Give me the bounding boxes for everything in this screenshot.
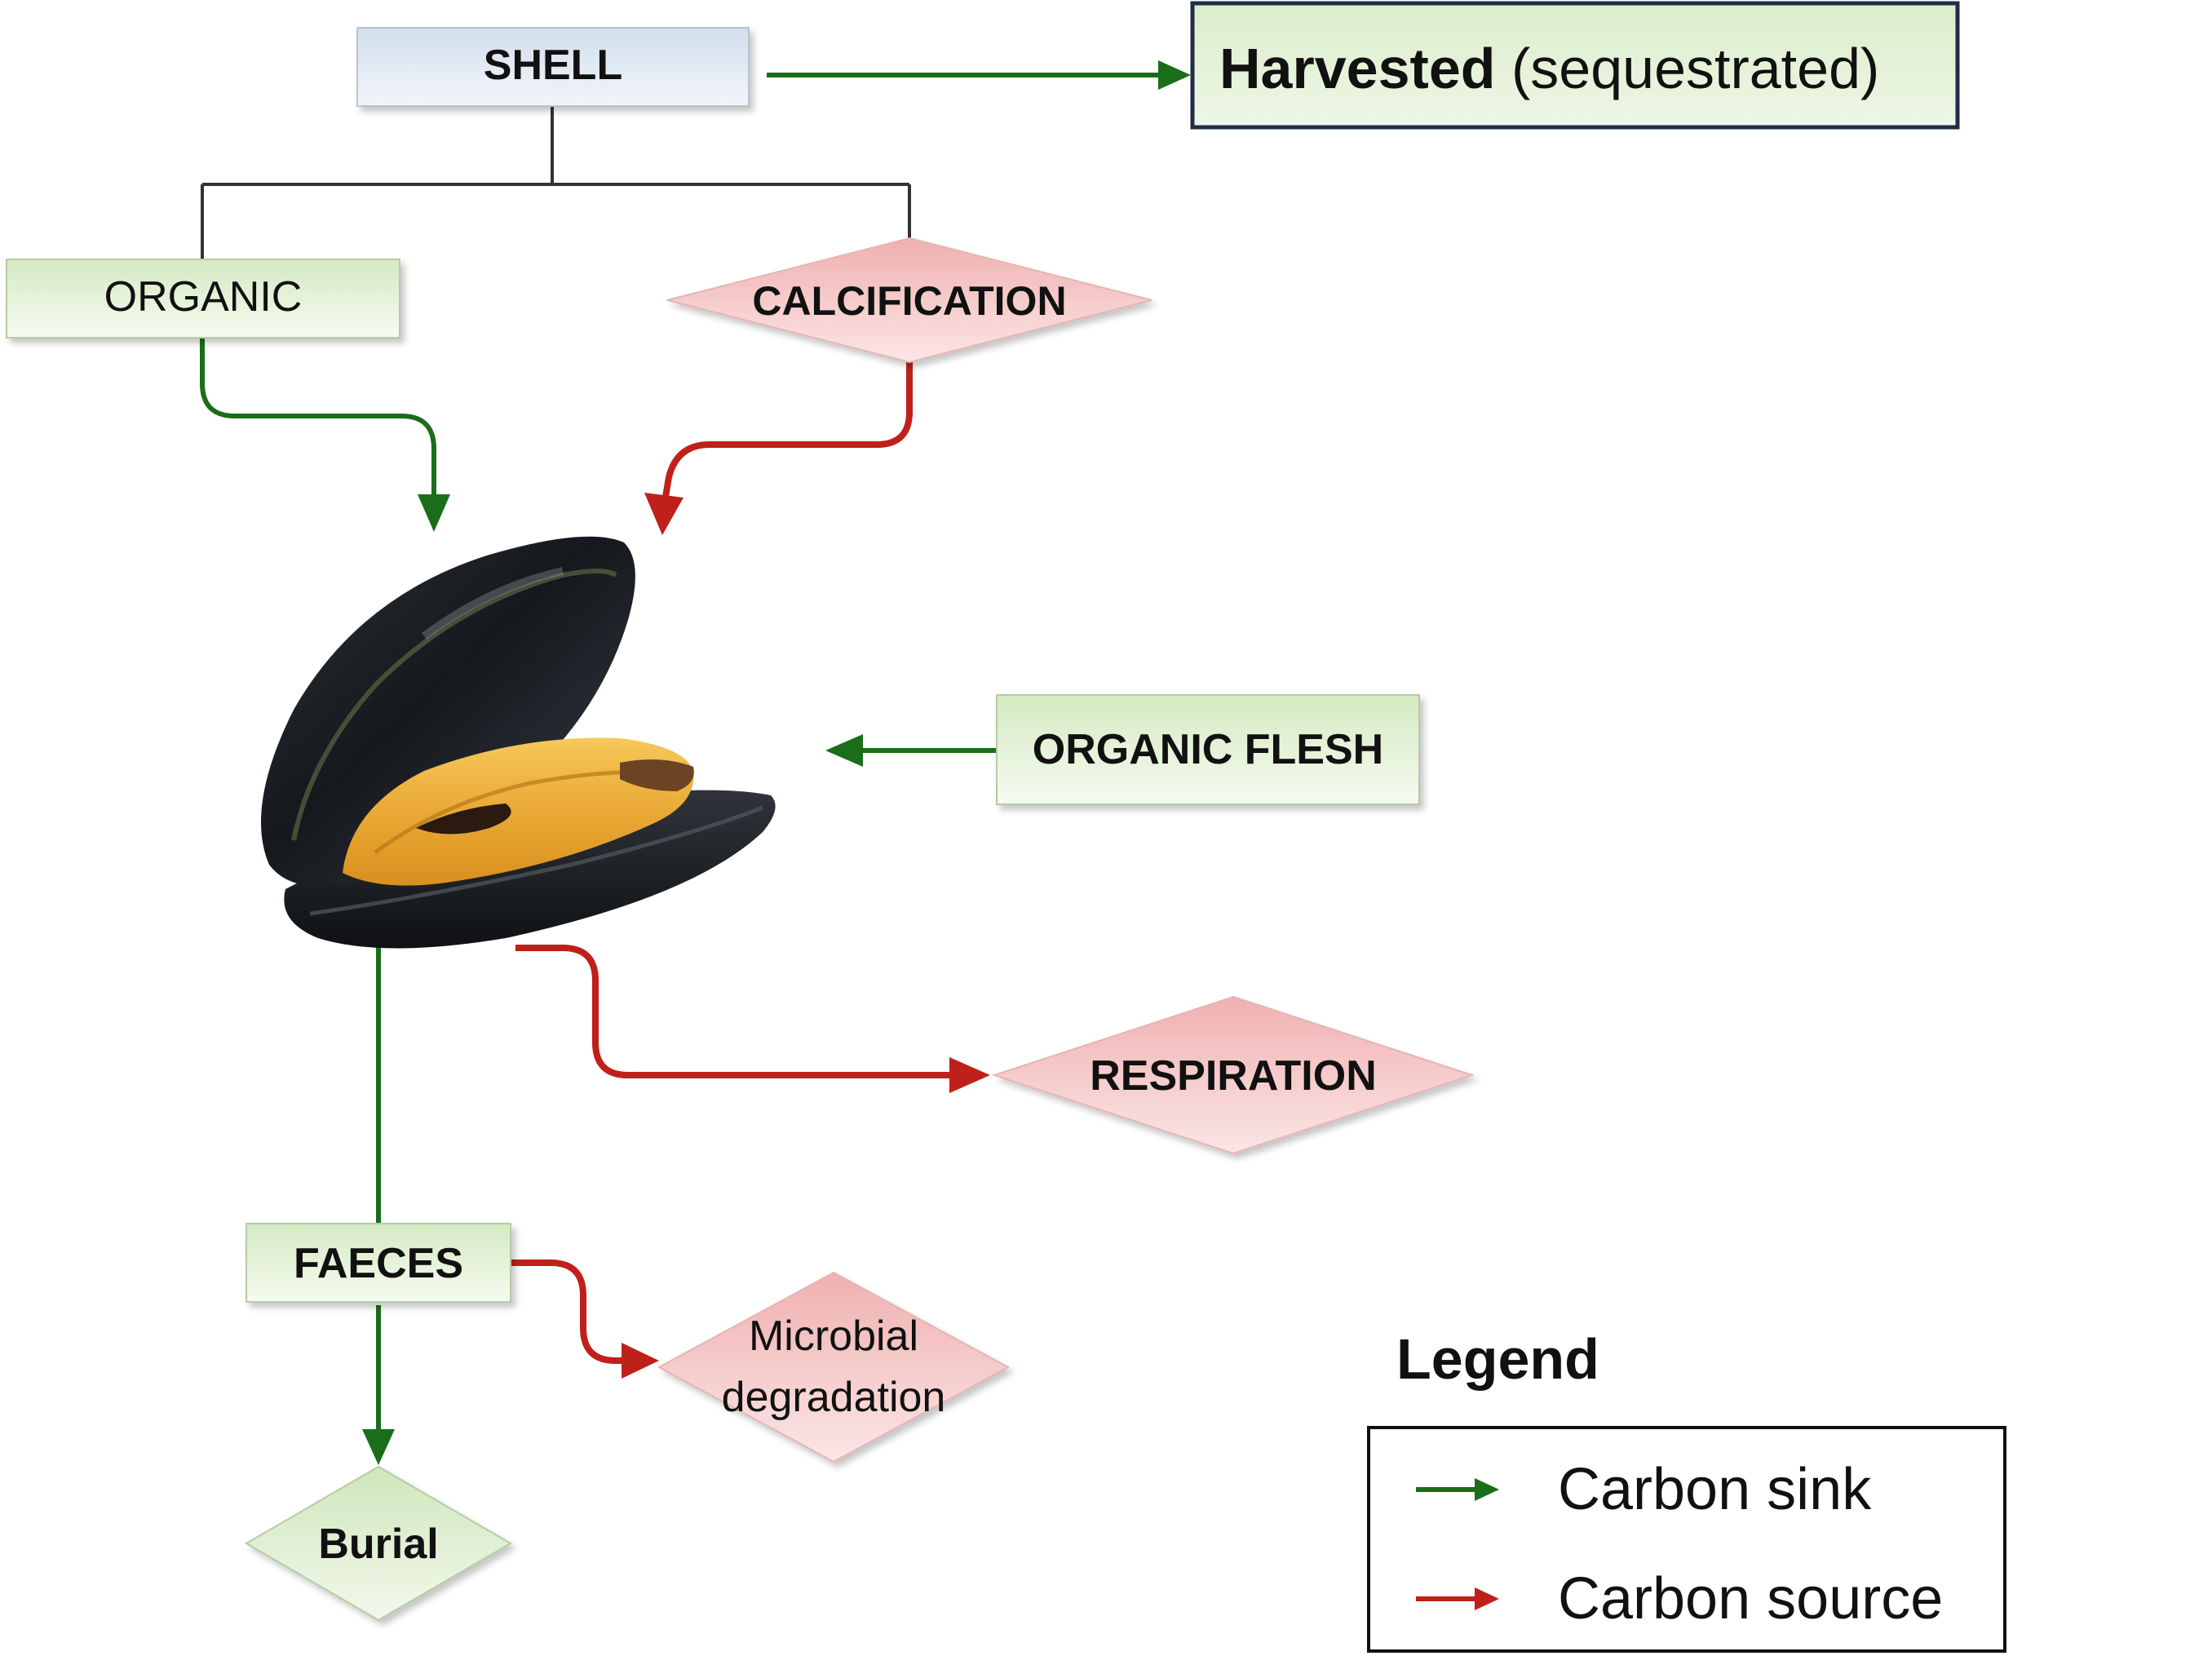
legend-title: Legend (1396, 1327, 1599, 1391)
harvested-label-rest: (sequestrated) (1496, 37, 1880, 100)
legend-sink-label: Carbon sink (1558, 1457, 1872, 1522)
organic-flesh-label: ORGANIC FLESH (1033, 726, 1383, 773)
organic-node: ORGANIC (6, 259, 400, 339)
organic-label: ORGANIC (104, 273, 303, 321)
legend-box (1367, 1426, 2006, 1653)
legend-sink-arrow-icon (1416, 1478, 1499, 1501)
burial-label: Burial (318, 1521, 438, 1568)
harvested-label-bold: Harvested (1219, 37, 1496, 100)
organic-flesh-node: ORGANIC FLESH (996, 694, 1420, 805)
microbial-label-line1: Microbial (749, 1313, 918, 1360)
legend-source-arrow-icon (1416, 1587, 1499, 1610)
respiration-label: RESPIRATION (1090, 1052, 1377, 1100)
shell-connector-lines (201, 106, 911, 259)
faeces-node: FAECES (246, 1223, 511, 1303)
burial-node: Burial (245, 1465, 512, 1622)
arrow-faeces-to-microbial (510, 1259, 659, 1379)
arrow-faeces-to-burial (362, 1305, 395, 1465)
svg-text:Harvested (sequestrated): Harvested (sequestrated) (1219, 37, 1879, 100)
legend-source-label: Carbon source (1558, 1566, 1943, 1631)
calcification-node: CALCIFICATION (666, 237, 1152, 364)
arrow-mussel-to-respiration (515, 945, 990, 1093)
shell-label: SHELL (484, 42, 622, 89)
arrow-shell-to-harvested (767, 60, 1191, 90)
arrow-flesh-to-mussel (825, 734, 997, 767)
faeces-label: FAECES (294, 1240, 463, 1287)
arrow-calcification-to-mussel (644, 362, 913, 535)
legend: Legend Carbon sink Carbon source (1367, 1327, 2006, 1653)
calcification-label: CALCIFICATION (752, 278, 1066, 324)
microbial-label-line2: degradation (722, 1374, 946, 1421)
mussel-illustration (261, 536, 776, 949)
shell-node: SHELL (356, 27, 750, 107)
harvested-node: Harvested (sequestrated) (1190, 1, 1960, 130)
respiration-node: RESPIRATION (991, 995, 1475, 1155)
microbial-degradation-node: Microbial degradation (657, 1271, 1011, 1463)
arrow-organic-to-mussel (200, 334, 450, 532)
